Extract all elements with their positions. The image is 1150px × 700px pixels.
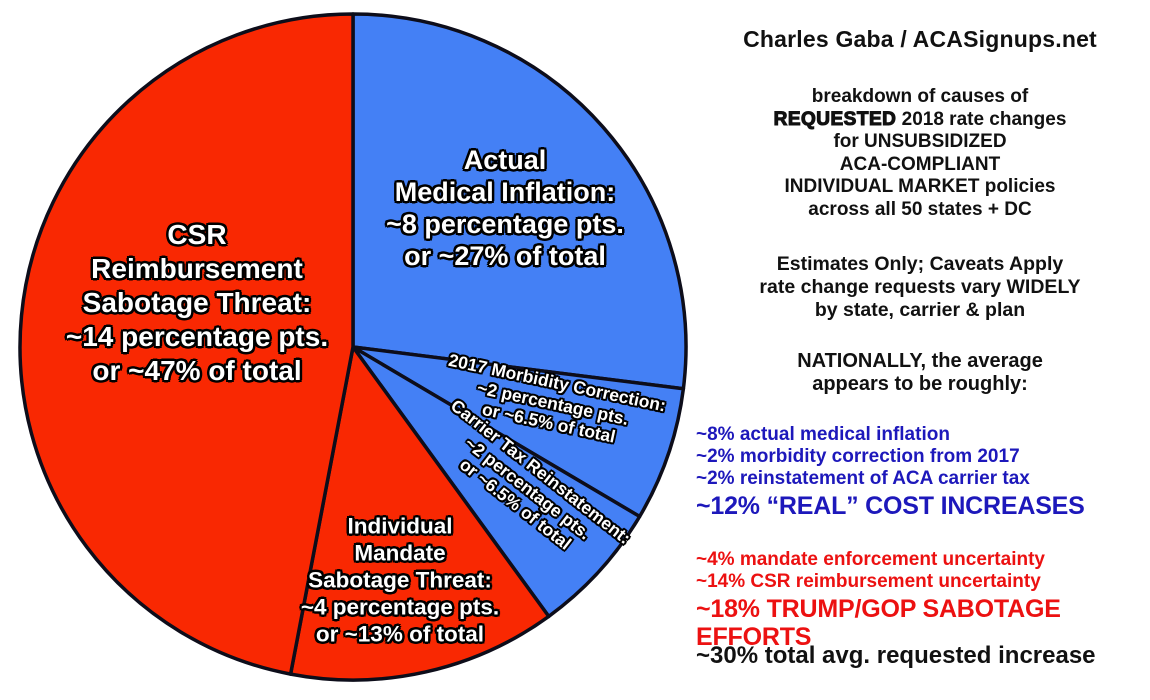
pie-label-line: Mandate [354,540,446,566]
pie-slice-3 [288,345,551,682]
pie-label-line: or ~13% of total [315,621,485,647]
list-item: ~2% morbidity correction from 2017 [696,446,1020,467]
pie-label-csr-reimbursement: CSR Reimbursement Sabotage Threat: ~14 p… [66,218,328,388]
pie-slice-2 [351,345,642,619]
pie-chart [18,12,688,682]
description-line-rest: 2018 rate changes [896,108,1067,130]
pie-label-line: or ~47% of total [92,355,302,386]
grand-total: ~30% total avg. requested increase [696,642,1096,669]
pie-label-line: Medical Inflation: [394,177,616,207]
description-requested-strong: REQUESTED [773,108,897,130]
caveats-line: rate change requests vary WIDELY [759,276,1081,298]
right-text-panel: Charles Gaba / ACASignups.net breakdown … [690,0,1150,700]
pie-label-line: CSR [167,219,227,250]
description-block: breakdown of causes of REQUESTED 2018 ra… [690,86,1150,221]
sabotage-efforts-list: ~4% mandate enforcement uncertainty ~14%… [696,549,1150,651]
caveats-block: Estimates Only; Caveats Apply rate chang… [690,253,1150,322]
pie-chart-area: CSR Reimbursement Sabotage Threat: ~14 p… [18,12,688,682]
description-line: INDIVIDUAL MARKET policies [784,176,1056,197]
nationally-line: appears to be roughly: [812,373,1028,395]
real-cost-increases-list: ~8% actual medical inflation ~2% morbidi… [696,424,1150,520]
pie-slice-0 [351,12,688,391]
caveats-line: by state, carrier & plan [814,299,1026,321]
pie-label-individual-mandate: Individual Mandate Sabotage Threat: ~4 p… [301,513,499,648]
caveats-line: Estimates Only; Caveats Apply [776,253,1064,275]
pie-label-line: Sabotage Threat: [308,567,492,593]
list-item: ~4% mandate enforcement uncertainty [696,549,1045,570]
pie-label-line: Actual [463,145,547,175]
nationally-line: NATIONALLY, the average [797,350,1043,372]
pie-slice-4 [18,12,355,676]
description-line: breakdown of causes of [811,86,1029,107]
pie-label-line: ~8 percentage pts. [386,209,624,239]
pie-label-line: Individual [347,513,453,539]
real-cost-increases-total: ~12% “REAL” COST INCREASES [696,492,1085,520]
description-line: REQUESTED 2018 rate changes [690,108,1150,132]
pie-label-line: Sabotage Threat: [82,287,312,318]
list-item: ~2% reinstatement of ACA carrier tax [696,468,1030,489]
pie-slices-group [18,12,688,682]
list-item: ~8% actual medical inflation [696,424,950,445]
attribution: Charles Gaba / ACASignups.net [743,26,1097,52]
nationally-block: NATIONALLY, the average appears to be ro… [690,350,1150,396]
list-item: ~14% CSR reimbursement uncertainty [696,571,1041,592]
description-line: across all 50 states + DC [808,198,1032,220]
pie-label-actual-medical-inflation: Actual Medical Inflation: ~8 percentage … [386,144,624,272]
pie-label-line: ~4 percentage pts. [300,594,500,620]
pie-slice-1 [351,345,686,519]
pie-label-line: ~14 percentage pts. [65,321,329,352]
pie-label-line: or ~27% of total [404,241,606,271]
description-line: for UNSUBSIDIZED [833,131,1007,152]
pie-label-line: Reimbursement [91,253,303,284]
sabotage-efforts-total: ~18% TRUMP/GOP SABOTAGE EFFORTS [696,595,1061,651]
description-line: ACA-COMPLIANT [839,153,1001,175]
